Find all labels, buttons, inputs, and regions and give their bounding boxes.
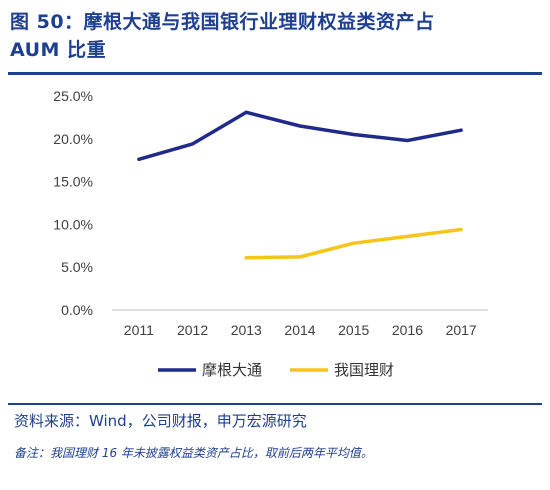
legend-item-jpmorgan-label: 摩根大通 [202, 361, 262, 379]
y-tick-label: 0.0% [61, 302, 93, 318]
figure-title-line-2: AUM 比重 [10, 39, 107, 61]
y-tick-label: 10.0% [53, 216, 93, 232]
note-text: 备注：我国理财 16 年未披露权益类资产占比，取前后两年平均值。 [14, 446, 373, 460]
source-divider [8, 403, 542, 405]
figure-title: 图 50：摩根大通与我国银行业理财权益类资产占 AUM 比重 [10, 8, 540, 64]
title-divider [8, 72, 542, 75]
line-chart: 0.0% 5.0% 10.0% 15.0% 20.0% 25.0% 2011 2012 2013… [53, 88, 488, 379]
y-tick-label: 25.0% [53, 88, 93, 104]
x-tick-label: 2011 [124, 322, 154, 338]
figure-title-line-1: 图 50：摩根大通与我国银行业理财权益类资产占 [10, 11, 435, 33]
y-tick-label: 20.0% [53, 131, 93, 147]
x-tick-label: 2014 [284, 322, 315, 338]
x-tick-label: 2017 [446, 322, 477, 338]
y-tick-label: 5.0% [61, 259, 93, 275]
x-tick-label: 2013 [231, 322, 262, 338]
x-tick-label: 2015 [338, 322, 369, 338]
x-tick-label: 2016 [392, 322, 423, 338]
series-line-jpmorgan [137, 110, 463, 162]
y-tick-label: 15.0% [53, 174, 93, 190]
series-line-china-wealth [244, 227, 463, 260]
x-tick-label: 2012 [177, 322, 208, 338]
legend-item-china-wealth-label: 我国理财 [334, 361, 394, 379]
source-text: 资料来源：Wind，公司财报，申万宏源研究 [14, 412, 307, 430]
